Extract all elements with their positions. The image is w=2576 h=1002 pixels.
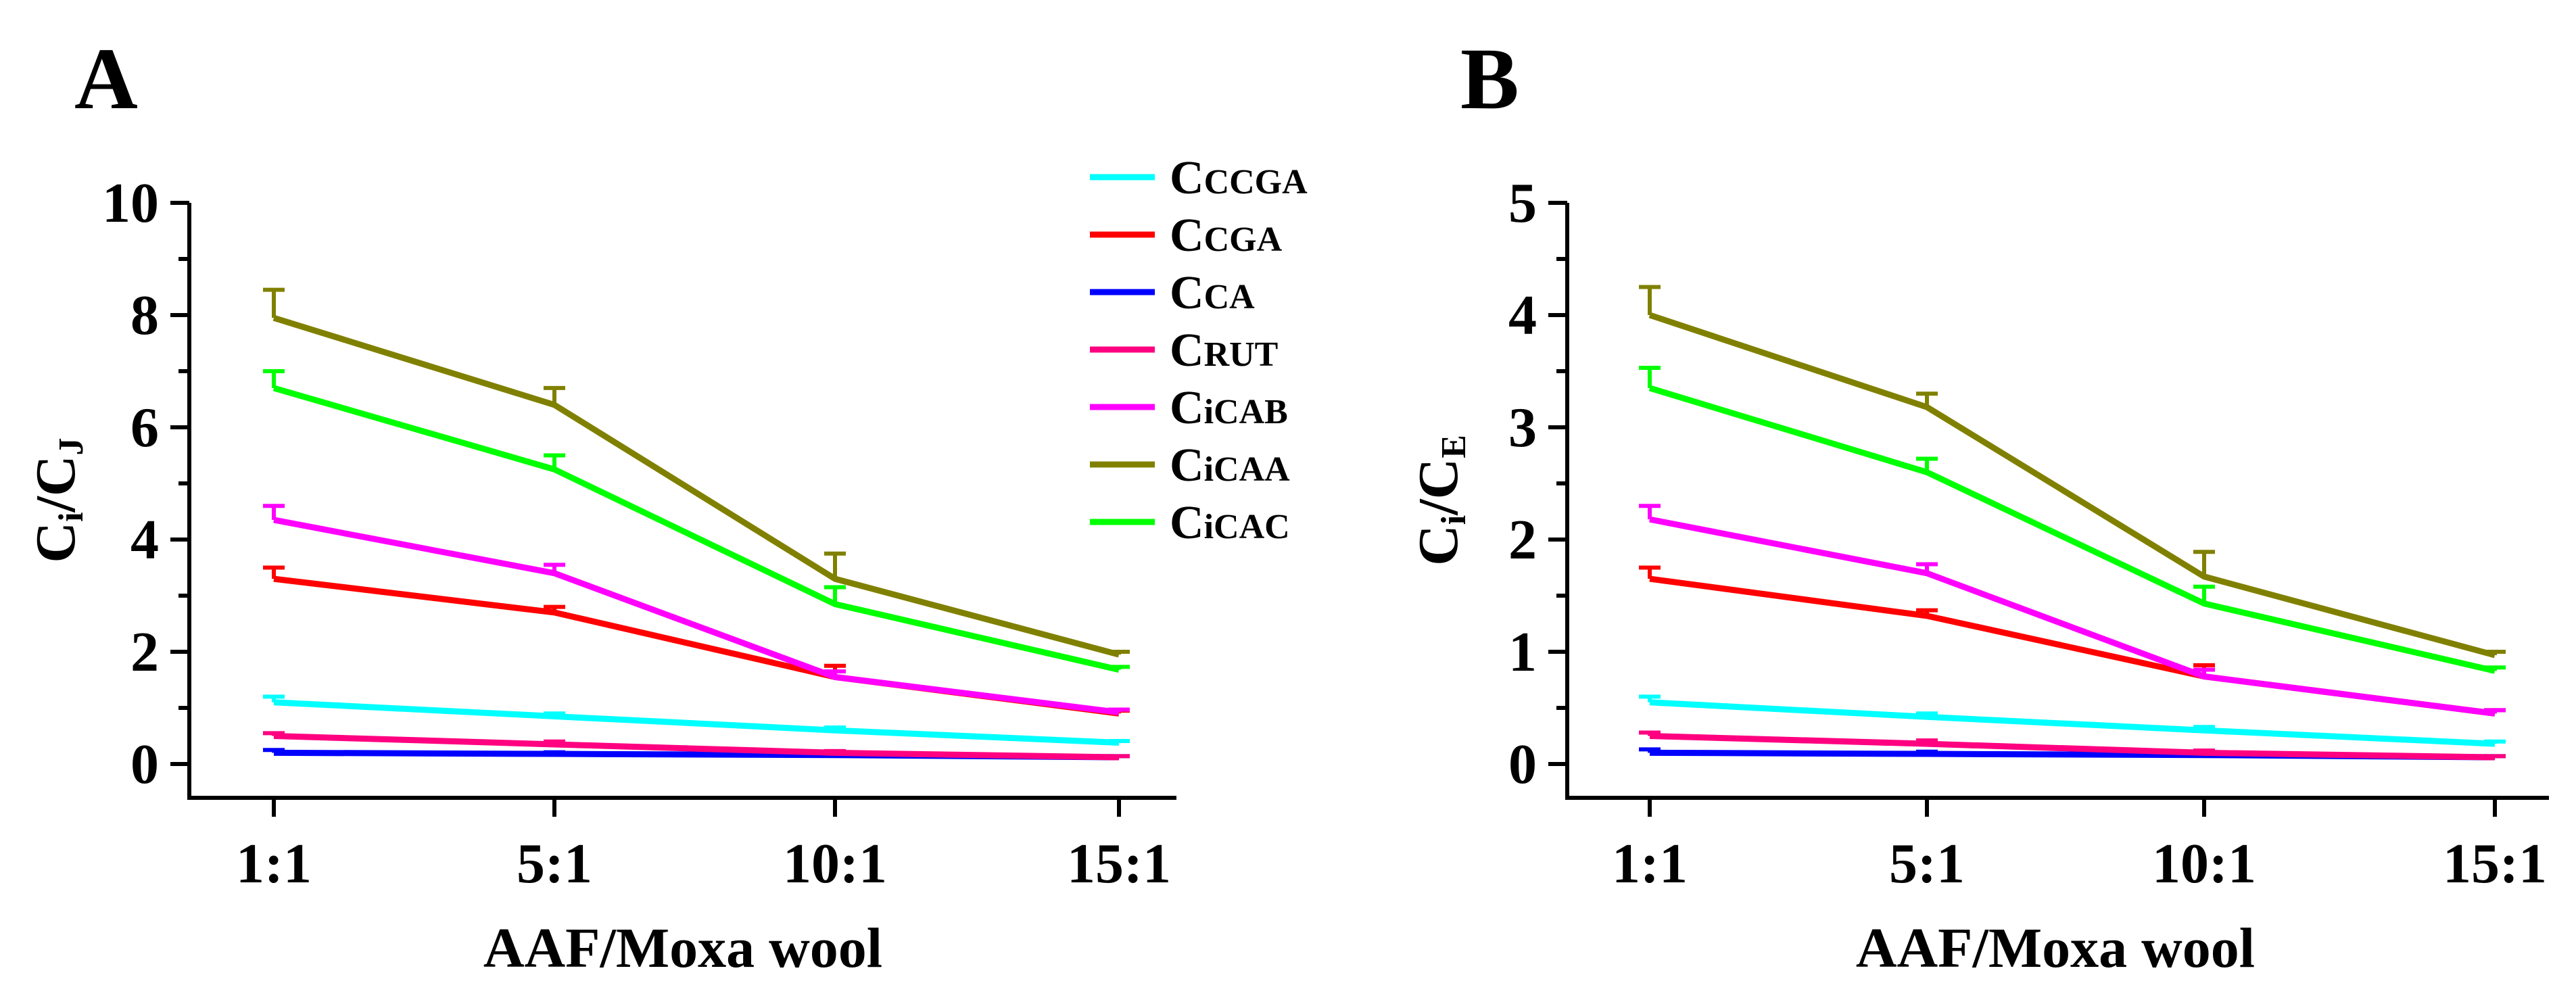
- y-tick-label: 4: [130, 508, 159, 571]
- legend-label: CiCAA: [1170, 439, 1290, 492]
- y-tick-label: 0: [1508, 733, 1537, 796]
- y-tick-label: 2: [130, 621, 159, 684]
- series-line: [272, 314, 1120, 658]
- y-tick-label: 2: [1508, 508, 1537, 571]
- series-line: [1648, 312, 2496, 659]
- legend-label: CiCAC: [1170, 497, 1290, 549]
- series-layer-a: [263, 287, 1130, 761]
- y-axis-title-a-sub2: J: [52, 437, 91, 455]
- series-line: [273, 517, 1120, 716]
- series-line: [1648, 385, 2496, 674]
- x-tick-label: 10:1: [783, 832, 887, 895]
- y-axis-title-a-sub1: i: [52, 512, 91, 521]
- legend-label: CiCAB: [1170, 382, 1288, 434]
- series-line: [1649, 733, 2496, 761]
- chart-panel-b: 0 1 2 3 4 5 1:1 5:1 10:1 15:1 AAF/Moxa wool Ci/C…: [1407, 172, 2549, 980]
- y-tick-label: 10: [102, 172, 159, 235]
- legend-label: CCGA: [1170, 210, 1283, 262]
- chart-panel-a: 0 2 4 6 8 10 1:1 5:1 10:1 15:1 AAF/Moxa wool Ci/…: [24, 172, 1176, 980]
- y-tick-label: 1: [1508, 621, 1537, 684]
- panel-label-b: B: [1460, 30, 1519, 128]
- legend-label: CCCGA: [1170, 152, 1308, 204]
- x-ticks-b: 1:1 5:1 10:1 15:1: [1612, 798, 2547, 895]
- series-line: [273, 575, 1120, 717]
- x-tick-label: 5:1: [1889, 832, 1965, 895]
- series-line: [1649, 575, 2496, 717]
- series-line: [273, 733, 1120, 761]
- x-axis-title-b: AAF/Moxa wool: [1856, 917, 2255, 980]
- y-axis-title-b-main: C: [1407, 525, 1470, 566]
- x-tick-label: 15:1: [2443, 832, 2547, 895]
- x-ticks-a: 1:1 5:1 10:1 15:1: [236, 798, 1171, 895]
- y-tick-label: 0: [130, 733, 159, 796]
- y-axis-title-b-sub1: i: [1435, 515, 1473, 525]
- y-ticks-b: 0 1 2 3 4 5: [1508, 172, 1567, 796]
- y-axis-title-b-sub2: E: [1435, 435, 1473, 458]
- y-axis-title-a-mid: /C: [24, 455, 87, 512]
- x-tick-label: 1:1: [1612, 832, 1688, 895]
- series-line: [1649, 699, 2496, 747]
- y-ticks-a: 0 2 4 6 8 10: [102, 172, 189, 796]
- x-tick-label: 10:1: [2152, 832, 2256, 895]
- series-line: [1649, 516, 2496, 717]
- y-axis-title-b-mid: /C: [1407, 458, 1470, 516]
- x-tick-label: 1:1: [236, 832, 312, 895]
- series-line: [273, 699, 1120, 746]
- y-axis-title-b: Ci/CE: [1407, 435, 1473, 566]
- y-axis-title-a: Ci/CJ: [24, 437, 91, 563]
- y-tick-label: 8: [130, 284, 159, 347]
- y-tick-label: 4: [1508, 284, 1537, 347]
- y-tick-label: 5: [1508, 172, 1537, 235]
- y-tick-label: 3: [1508, 396, 1537, 459]
- series-line: [272, 385, 1120, 673]
- y-tick-label: 6: [130, 396, 159, 459]
- legend-label: CRUT: [1170, 325, 1278, 377]
- series-layer-b: [1639, 285, 2506, 761]
- x-tick-label: 15:1: [1067, 832, 1171, 895]
- legend-label: CCA: [1170, 267, 1255, 319]
- x-tick-label: 5:1: [517, 832, 592, 895]
- x-axis-title-a: AAF/Moxa wool: [483, 917, 882, 980]
- panel-label-a: A: [74, 30, 138, 128]
- y-axis-title-a-main: C: [24, 522, 87, 563]
